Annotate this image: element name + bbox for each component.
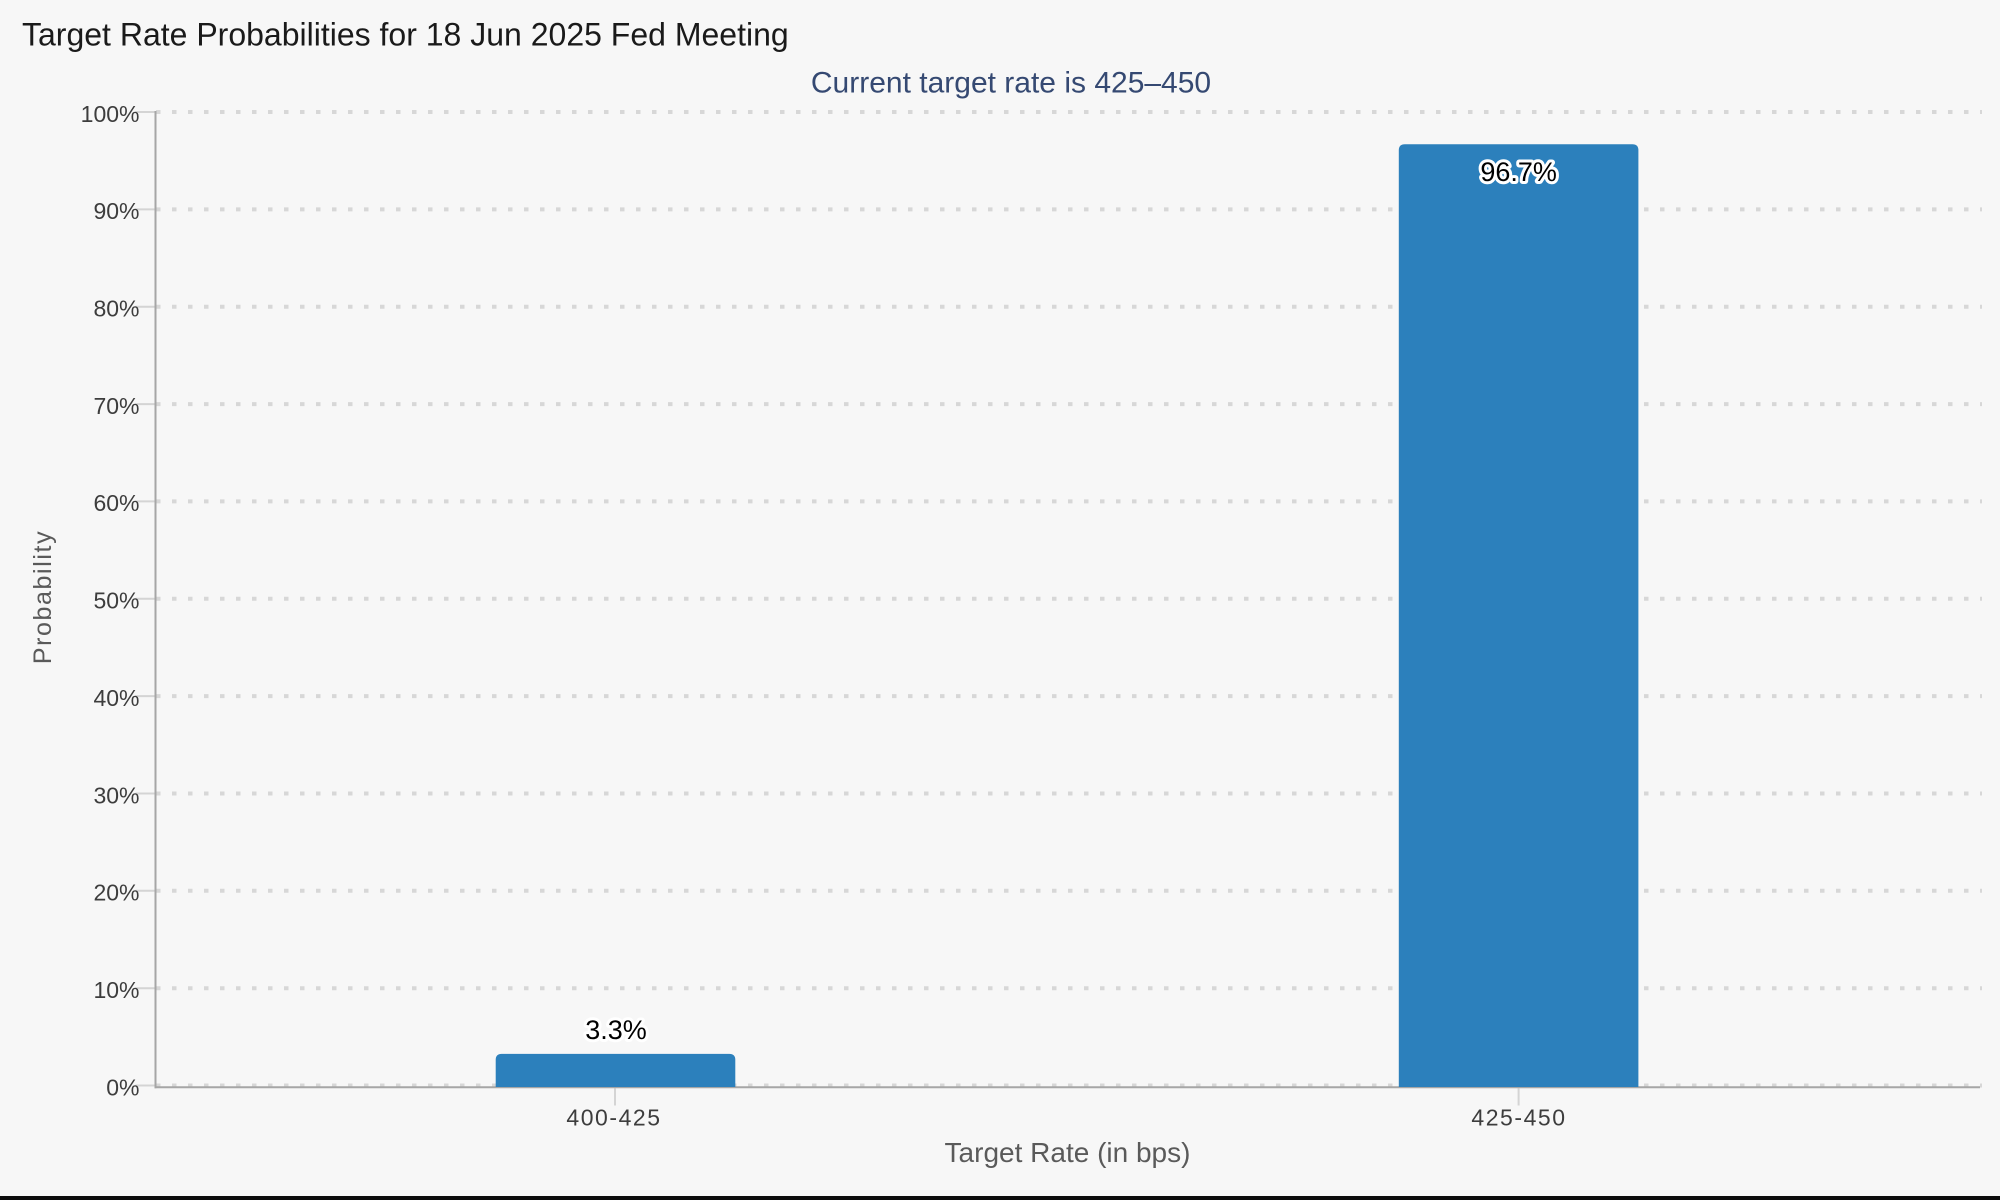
svg-text:10%: 10% <box>93 977 139 1003</box>
svg-text:30%: 30% <box>93 782 139 808</box>
svg-text:70%: 70% <box>93 393 139 419</box>
svg-text:Target Rate Probabilities for: Target Rate Probabilities for 18 Jun 202… <box>22 17 789 53</box>
svg-text:100%: 100% <box>81 101 140 127</box>
svg-text:Target Rate (in bps): Target Rate (in bps) <box>945 1137 1191 1168</box>
svg-text:80%: 80% <box>93 296 139 322</box>
svg-text:0%: 0% <box>106 1074 139 1100</box>
svg-text:425-450: 425-450 <box>1471 1104 1566 1130</box>
svg-text:50%: 50% <box>93 588 139 614</box>
svg-text:Probability: Probability <box>29 530 57 664</box>
svg-text:90%: 90% <box>93 198 139 224</box>
svg-text:Current target rate is 425–450: Current target rate is 425–450 <box>811 66 1211 99</box>
svg-text:3.3%: 3.3% <box>585 1015 647 1045</box>
svg-text:20%: 20% <box>93 880 139 906</box>
svg-text:96.7%: 96.7% <box>1480 157 1557 187</box>
svg-text:60%: 60% <box>93 490 139 516</box>
svg-text:40%: 40% <box>93 685 139 711</box>
svg-text:400-425: 400-425 <box>566 1104 661 1130</box>
